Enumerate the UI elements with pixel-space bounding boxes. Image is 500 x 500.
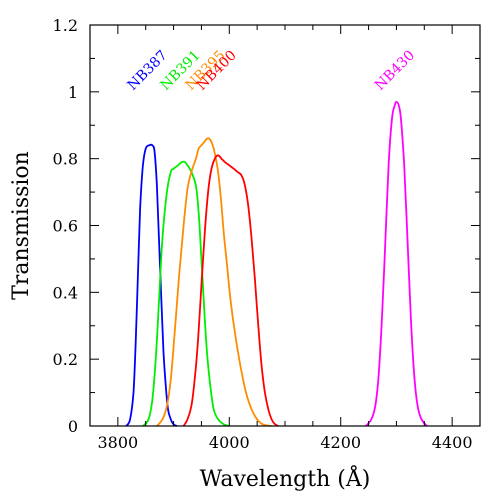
y-tick-label: 0.6 bbox=[53, 217, 78, 236]
y-tick-label: 0.8 bbox=[53, 150, 78, 169]
y-tick-label: 1 bbox=[68, 83, 78, 102]
series-line-nb387 bbox=[125, 143, 178, 427]
y-tick-labels: 0 0.2 0.4 0.6 0.8 1 1.2 bbox=[53, 16, 78, 436]
series-line-nb395 bbox=[156, 137, 272, 427]
filter-label-nb430: NB430 bbox=[372, 48, 418, 94]
x-axis-title: Wavelength (Å) bbox=[200, 464, 371, 492]
y-tick-label: 0 bbox=[68, 417, 78, 436]
series-line-nb400 bbox=[182, 154, 279, 427]
x-tick-label: 4000 bbox=[209, 433, 250, 452]
y-axis-title: Transmission bbox=[9, 151, 34, 300]
plot-frame bbox=[89, 24, 481, 427]
filter-curves bbox=[125, 100, 428, 427]
series-line-nb391 bbox=[142, 160, 230, 427]
x-tick-label: 4400 bbox=[432, 433, 473, 452]
y-tick-label: 0.4 bbox=[53, 283, 78, 302]
series-line-nb430 bbox=[365, 100, 428, 427]
x-tick-labels: 3800 4000 4200 4400 bbox=[97, 433, 472, 452]
axis-ticks bbox=[89, 24, 481, 427]
x-tick-label: 3800 bbox=[97, 433, 138, 452]
y-tick-label: 0.2 bbox=[53, 350, 78, 369]
x-tick-label: 4200 bbox=[320, 433, 361, 452]
y-tick-label: 1.2 bbox=[53, 16, 78, 35]
